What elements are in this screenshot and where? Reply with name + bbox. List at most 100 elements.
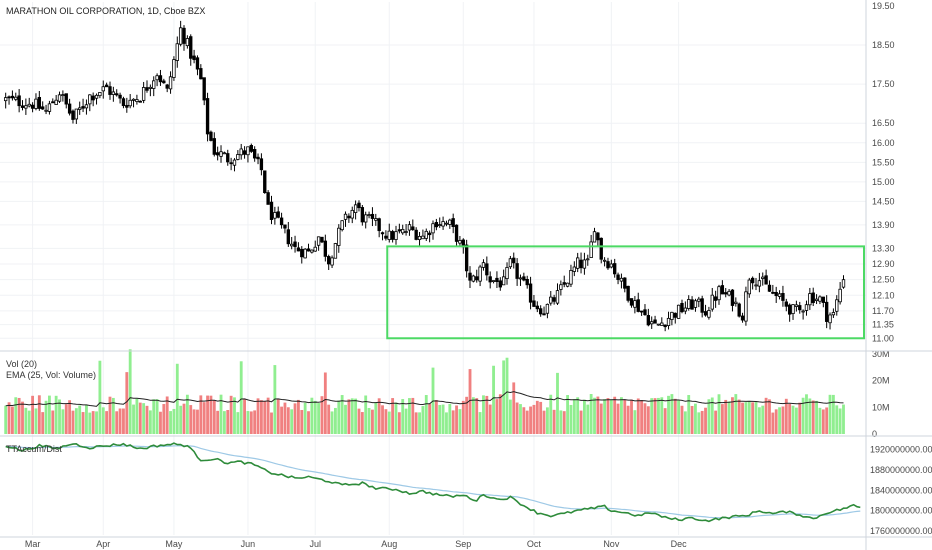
month-label: Sep xyxy=(455,539,471,549)
candle-body xyxy=(306,248,311,252)
volume-bar xyxy=(111,397,115,434)
volume-bar xyxy=(404,408,408,434)
candle-body xyxy=(128,99,132,107)
volume-bar xyxy=(589,394,593,434)
candle-body xyxy=(229,162,233,165)
candle-body xyxy=(17,95,21,107)
volume-bar xyxy=(101,407,105,434)
price-tick-label: 16.50 xyxy=(872,118,895,128)
volume-bar xyxy=(371,409,374,434)
candle-body xyxy=(498,280,502,288)
volume-bar xyxy=(825,407,829,434)
candle-body xyxy=(441,221,445,227)
volume-bar xyxy=(818,407,822,434)
volume-bar xyxy=(535,400,539,434)
candle-body xyxy=(404,231,408,233)
volume-bar xyxy=(579,410,583,434)
candle-body xyxy=(676,304,681,319)
volume-bar xyxy=(582,399,586,434)
volume-bar xyxy=(185,394,189,434)
volume-bar xyxy=(542,410,546,434)
volume-bar xyxy=(85,404,88,434)
candle-body xyxy=(700,298,704,313)
volume-bar xyxy=(98,360,102,434)
candle-body xyxy=(263,170,267,193)
candle-body xyxy=(707,310,711,318)
accum-dist-title: TTAccum/Dist xyxy=(6,444,62,454)
price-tick-label: 13.90 xyxy=(872,220,895,230)
volume-bar xyxy=(155,399,159,434)
volume-bar xyxy=(330,411,334,434)
candle-body xyxy=(639,310,644,313)
candle-body xyxy=(152,80,156,89)
volume-bar xyxy=(532,404,536,434)
volume-bar xyxy=(206,395,209,434)
candle-body xyxy=(202,77,206,101)
candle-body xyxy=(542,313,546,316)
candle-body xyxy=(138,100,142,103)
volume-bar xyxy=(805,394,808,434)
candle-body xyxy=(246,146,250,156)
volume-bar xyxy=(300,409,304,434)
candle-body xyxy=(431,223,435,234)
candle-body xyxy=(209,131,213,141)
candle-body xyxy=(831,312,836,316)
month-label: Jun xyxy=(241,539,256,549)
candle-body xyxy=(374,218,378,221)
volume-bar xyxy=(704,407,707,434)
candle-body xyxy=(690,299,694,310)
candle-body xyxy=(734,301,738,304)
candle-body xyxy=(182,27,186,44)
candle-body xyxy=(680,302,684,313)
candle-body xyxy=(636,299,640,312)
candle-body xyxy=(330,257,334,266)
volume-bar xyxy=(512,382,516,434)
volume-bar xyxy=(233,397,236,434)
candle-body xyxy=(205,98,210,135)
volume-bar xyxy=(105,411,109,434)
volume-bar xyxy=(307,411,310,434)
volume-bar xyxy=(199,395,203,434)
volume-bar xyxy=(179,405,183,434)
volume-bar xyxy=(226,409,230,434)
volume-bar xyxy=(683,411,687,434)
volume-bar xyxy=(552,409,556,434)
candle-body xyxy=(646,315,651,326)
volume-bar xyxy=(236,412,240,434)
candle-body xyxy=(98,91,102,97)
volume-bar xyxy=(471,397,475,434)
volume-bar xyxy=(754,402,758,434)
candle-body xyxy=(20,105,25,108)
volume-bar xyxy=(280,406,284,434)
candle-body xyxy=(44,109,48,112)
volume-bar xyxy=(731,397,734,434)
volume-bar xyxy=(788,403,792,434)
volume-bar xyxy=(71,410,75,434)
volume-bar xyxy=(522,407,526,434)
candle-body xyxy=(764,275,768,285)
volume-bar xyxy=(768,399,771,434)
candle-body xyxy=(777,293,782,297)
volume-bar xyxy=(122,408,125,434)
candle-body xyxy=(471,275,476,282)
candle-body xyxy=(744,291,748,322)
volume-bar xyxy=(556,372,559,434)
volume-bar xyxy=(347,399,351,434)
candle-body xyxy=(801,310,805,313)
volume-bar xyxy=(495,399,499,434)
volume-bar xyxy=(317,403,321,434)
candle-body xyxy=(569,270,573,285)
volume-bar xyxy=(414,412,418,434)
candle-body xyxy=(141,87,146,101)
candle-body xyxy=(71,110,75,120)
volume-bar xyxy=(391,398,395,434)
candle-body xyxy=(767,284,772,292)
candle-body xyxy=(629,298,634,306)
volume-bar xyxy=(222,411,226,434)
candle-body xyxy=(798,305,802,311)
candle-body xyxy=(582,259,587,269)
month-label: Jul xyxy=(309,539,321,549)
candle-body xyxy=(586,258,590,261)
candle-body xyxy=(623,277,627,289)
candle-body xyxy=(572,266,576,272)
